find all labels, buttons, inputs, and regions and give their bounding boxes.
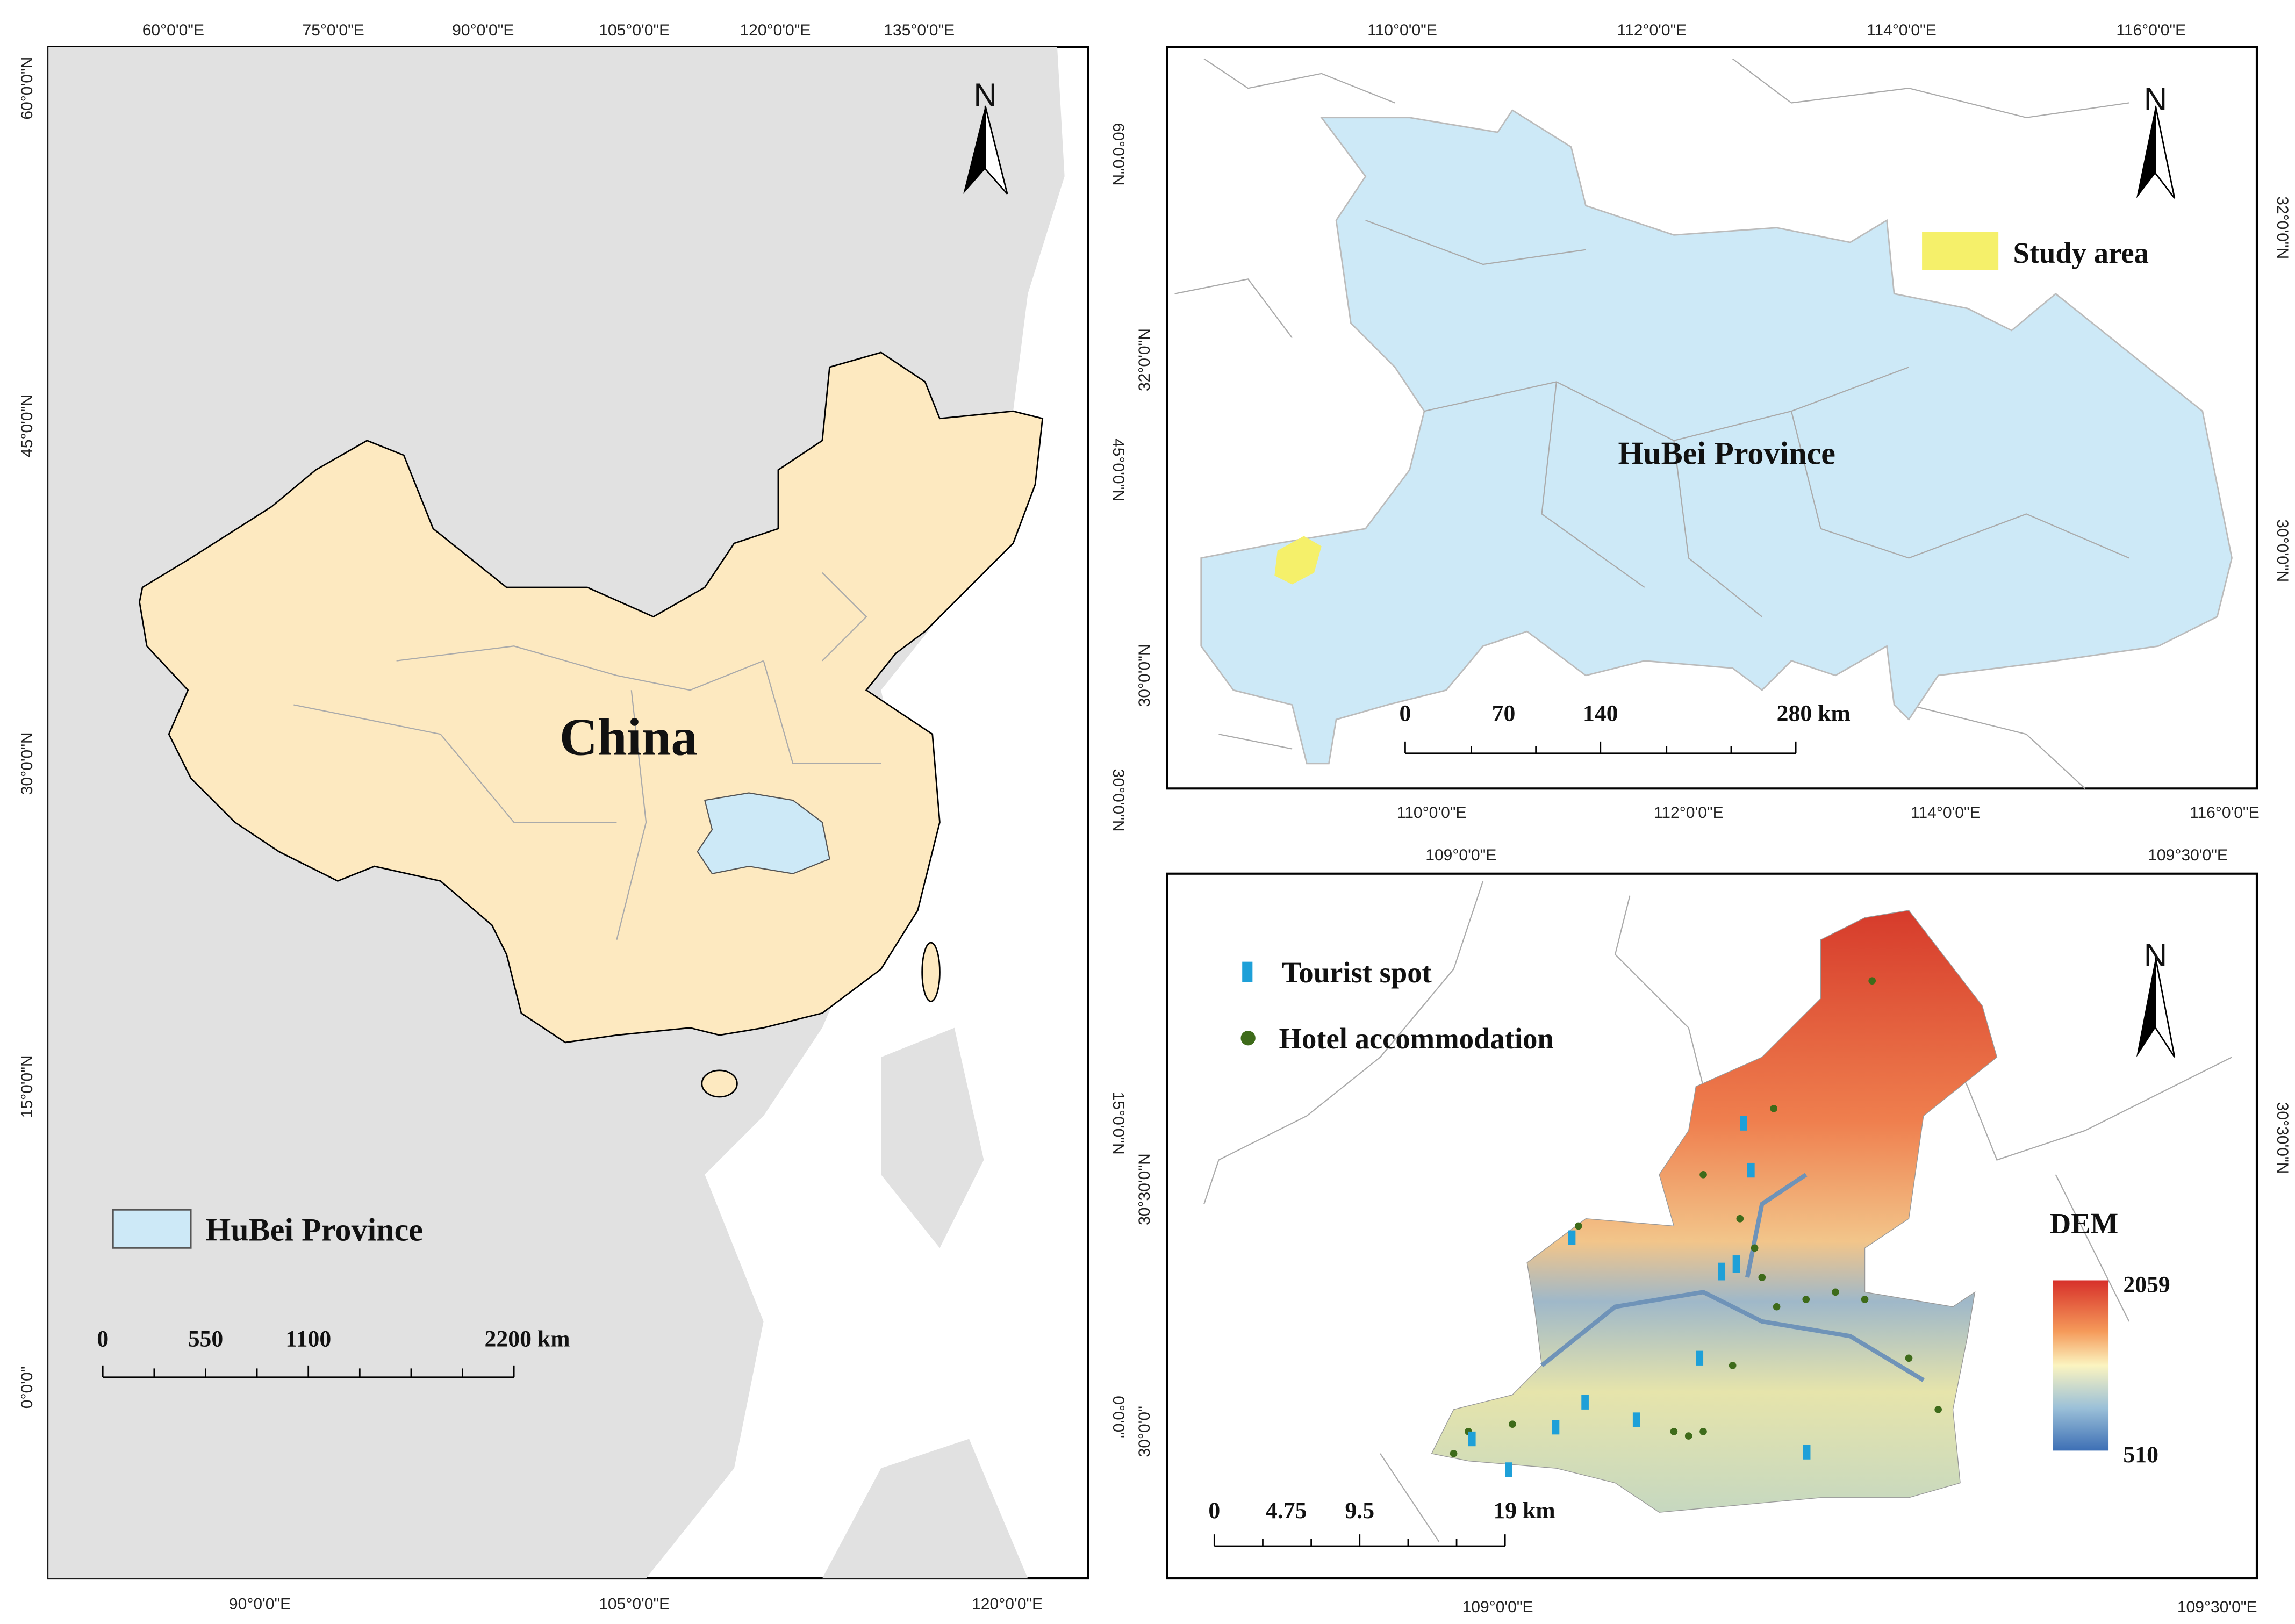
scale-label: 550 xyxy=(188,1326,224,1352)
scale-label: 9.5 xyxy=(1345,1498,1374,1524)
graticule-label: 116°0'0"E xyxy=(2116,21,2186,39)
dem-min: 510 xyxy=(2123,1442,2158,1468)
scale-bar xyxy=(102,1365,515,1378)
graticule-label: 45°0'0"N xyxy=(18,394,36,457)
graticule-label: 30°0'0"N xyxy=(1109,769,1127,832)
graticule-label: 112°0'0"E xyxy=(1654,804,1724,822)
dem-area xyxy=(1431,910,1998,1513)
legend-label: Tourist spot xyxy=(1282,956,1432,989)
graticule-label: 30°30'0"N xyxy=(2274,1102,2291,1174)
graticule-label: 32°0'0"N xyxy=(1136,328,1153,391)
graticule-label: 15°0'0"N xyxy=(18,1055,36,1118)
graticule-label: 105°0'0"E xyxy=(599,21,670,39)
scale-label: 140 xyxy=(1583,701,1618,727)
scale-bar xyxy=(1213,1534,1506,1547)
graticule-label: 60°0'0"N xyxy=(1109,123,1127,186)
north-label: N xyxy=(973,77,996,113)
scale-bar xyxy=(1404,741,1797,754)
legend-label: HuBei Province xyxy=(205,1212,423,1248)
country-label: China xyxy=(560,708,698,766)
neighbor-borders xyxy=(1174,58,2129,789)
legend-swatch xyxy=(112,1209,192,1249)
tourist-points xyxy=(1468,1116,1811,1477)
graticule-label: 90°0'0"E xyxy=(229,1595,291,1613)
legend-label: Study area xyxy=(2013,236,2148,269)
taiwan xyxy=(921,942,941,1002)
graticule-label: 109°0'0"E xyxy=(1425,846,1496,864)
hainan xyxy=(701,1069,738,1098)
graticule-label: 110°0'0"E xyxy=(1397,804,1467,822)
graticule-label: 90°0'0"E xyxy=(452,21,514,39)
river xyxy=(1540,1173,1925,1382)
dem-max: 2059 xyxy=(2123,1271,2170,1297)
legend-label: Hotel accommodation xyxy=(1279,1022,1554,1055)
graticule-label: 45°0'0"N xyxy=(1109,439,1127,501)
scale-label: 70 xyxy=(1492,701,1516,727)
china xyxy=(139,351,1044,1044)
dem-title: DEM xyxy=(2050,1207,2118,1240)
graticule-label: 120°0'0"E xyxy=(740,21,811,39)
north-arrow xyxy=(2136,105,2176,199)
legend-swatch xyxy=(1922,232,1999,270)
graticule-label: 120°0'0"E xyxy=(972,1595,1043,1613)
legend-tourist-icon xyxy=(1242,961,1253,982)
graticule-label: 105°0'0"E xyxy=(599,1595,670,1613)
graticule-label: 116°0'0"E xyxy=(2190,804,2260,822)
scale-label: 0 xyxy=(97,1326,109,1352)
hotel-points xyxy=(1450,977,1942,1457)
graticule-label: 75°0'0"E xyxy=(302,21,364,39)
province-label: HuBei Province xyxy=(1618,436,1835,472)
graticule-label: 60°0'0"N xyxy=(18,57,36,120)
graticule-label: 30°0'0"N xyxy=(1136,644,1153,707)
graticule-label: 15°0'0"N xyxy=(1109,1092,1127,1155)
scale-label: 0 xyxy=(1208,1498,1220,1524)
graticule-label: 30°0'0"N xyxy=(2274,519,2291,582)
panel-c: N Tourist spot Hotel accommodation DEM 2… xyxy=(1166,872,2258,1580)
scale-label: 19 km xyxy=(1493,1498,1555,1524)
province-borders xyxy=(293,572,881,940)
north-arrow xyxy=(963,105,1008,195)
graticule-label: 32°0'0"N xyxy=(2274,196,2291,259)
panel-b: N Study area HuBei Province 0 70 140 280… xyxy=(1166,46,2258,790)
neighbor-borders xyxy=(1203,881,2233,1542)
graticule-label: 109°30'0"E xyxy=(2148,846,2228,864)
graticule-label: 30°0'0" xyxy=(1136,1406,1153,1457)
graticule-label: 112°0'0"E xyxy=(1617,21,1687,39)
scale-label: 2200 km xyxy=(485,1326,570,1352)
graticule-label: 114°0'0"E xyxy=(1911,804,1981,822)
study-area xyxy=(1274,536,1322,585)
graticule-label: 0°0'0" xyxy=(18,1367,36,1409)
graticule-label: 109°30'0"E xyxy=(2177,1598,2257,1616)
graticule-label: 30°30'0"N xyxy=(1136,1153,1153,1225)
graticule-labels: 60°0'0"E 75°0'0"E 90°0'0"E 105°0'0"E 120°0'0… xyxy=(18,21,2291,1616)
north-label: N xyxy=(2144,81,2167,117)
legend-hotel-icon xyxy=(1240,1031,1256,1046)
scale-label: 0 xyxy=(1400,701,1411,727)
graticule-label: 114°0'0"E xyxy=(1867,21,1937,39)
graticule-label: 110°0'0"E xyxy=(1367,21,1437,39)
dem-colorbar xyxy=(2053,1280,2109,1451)
graticule-label: 30°0'0"N xyxy=(18,732,36,795)
north-label: N xyxy=(2144,937,2167,973)
prefecture-borders xyxy=(1365,220,2129,617)
scale-label: 4.75 xyxy=(1266,1498,1307,1524)
hubei xyxy=(1200,109,2233,765)
panel-a: N China HuBei Province 0 550 1100 2200 k… xyxy=(47,46,1089,1580)
scale-label: 1100 xyxy=(285,1326,331,1352)
graticule-label: 135°0'0"E xyxy=(884,21,955,39)
graticule-label: 60°0'0"E xyxy=(142,21,204,39)
scale-label: 280 km xyxy=(1777,701,1851,727)
graticule-label: 0°0'0" xyxy=(1109,1396,1127,1438)
graticule-label: 109°0'0"E xyxy=(1462,1598,1533,1616)
land xyxy=(822,1027,1028,1579)
north-arrow xyxy=(2136,957,2176,1058)
hubei xyxy=(697,792,830,874)
